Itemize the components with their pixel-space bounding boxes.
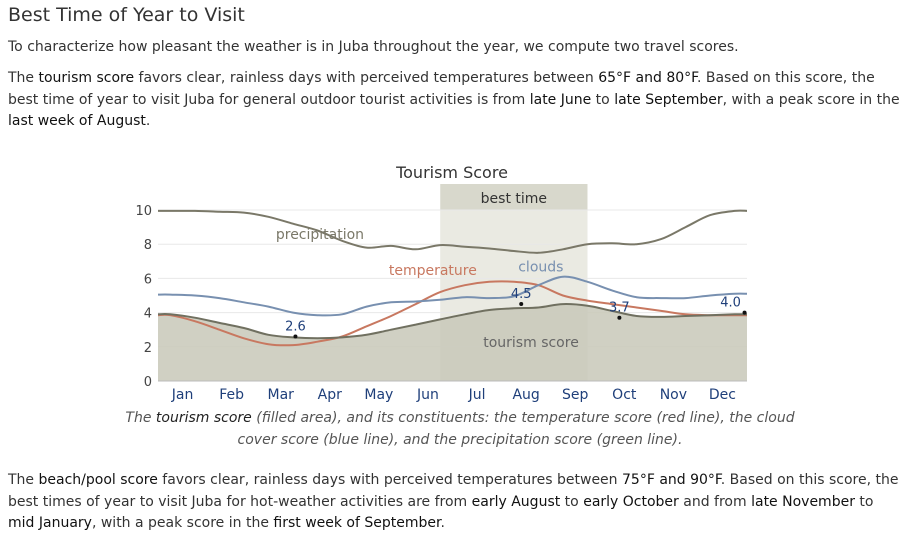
x-tick-oct: Oct [612,387,637,403]
intro-text: To characterize how pleasant the weather… [8,39,739,55]
bp-4: to [560,493,584,510]
beach-paragraph: The beach/pool score favors clear, rainl… [8,470,900,535]
precipitation-line [158,209,748,254]
tourism-end: late September [614,91,723,108]
annotation-point-3 [742,310,747,315]
beach-peak: first week of September [273,515,441,531]
x-tick-aug: Aug [512,387,539,403]
annotation-point-1 [519,302,524,307]
tourism-paragraph: The tourism score favors clear, rainless… [8,68,900,133]
x-tick-jul: Jul [468,387,486,403]
section-title: Best Time of Year to Visit [8,4,245,26]
tourism-peak: last week of August [8,113,146,129]
series-label-clouds: clouds [518,260,563,276]
x-tick-mar: Mar [267,387,294,403]
beach-start-1: early August [471,493,561,510]
caption-term: tourism score [155,410,252,426]
x-tick-jan: Jan [171,387,194,403]
tourism-temp-range: 65°F and 80°F [598,70,697,86]
temperature-line [157,280,747,347]
chart-caption: The tourism score (filled area), and its… [120,408,800,451]
x-tick-apr: Apr [318,387,342,403]
tp-1: The [8,70,39,86]
chart-title: Tourism Score [395,163,508,182]
y-tick-6: 6 [144,272,152,287]
tp-4: to [591,91,615,108]
bp-8: . [440,515,445,531]
tourism-score-chart: best time Tourism Score 0 2 4 6 8 10 Jan Feb Mar Ap… [135,163,748,403]
tourism-score-line [157,303,748,340]
cap-1: The [125,410,156,426]
series-label-precipitation: precipitation [276,227,364,243]
y-tick-2: 2 [144,341,152,356]
y-tick-4: 4 [144,307,152,322]
bp-3: . Based on this score, the best times of… [8,472,899,510]
annotation-label-1: 4.5 [511,287,532,302]
clouds-line [157,275,748,317]
annotation-label-0: 2.6 [285,320,306,335]
y-tick-8: 8 [144,238,152,253]
tourism-score-term: tourism score [38,70,135,86]
bp-5: and from [678,493,752,510]
beach-start-2: late November [751,493,855,510]
x-tick-jun: Jun [416,387,439,403]
tp-6: . [145,113,151,129]
x-tick-may: May [364,387,393,403]
bp-2: favors clear, rainless days with perceiv… [157,472,622,488]
beach-end-2: mid January [8,515,92,531]
best-time-header [440,184,588,210]
annotation-label-2: 3.7 [609,301,630,316]
y-tick-0: 0 [144,375,152,390]
tourism-start: late June [529,91,592,108]
best-time-label: best time [481,191,547,207]
tp-2: favors clear, rainless days with perceiv… [134,70,599,86]
y-tick-10: 10 [135,204,152,219]
tp-3: . Based on this score, the best time of … [8,70,875,108]
annotation-point-0 [293,334,298,339]
x-tick-dec: Dec [709,387,736,403]
tp-5: , with a peak score in the [722,91,900,108]
series-label-tourism-score: tourism score [483,335,579,351]
cap-2: (filled area), and its constituents: the… [237,410,795,448]
annotation-label-3: 4.0 [720,296,741,311]
beach-end-1: early October [583,493,679,510]
bp-7: , with a peak score in the [91,515,274,531]
series-label-temperature: temperature [389,263,477,279]
tourism-score-area [158,304,747,381]
x-tick-nov: Nov [660,387,687,403]
x-tick-feb: Feb [219,387,244,403]
beach-score-term: beach/pool score [38,472,158,488]
bp-1: The [8,472,39,488]
x-tick-sep: Sep [562,387,589,403]
beach-temp-range: 75°F and 90°F [622,472,721,488]
bp-6: to [854,493,874,510]
annotation-point-2 [617,315,622,320]
